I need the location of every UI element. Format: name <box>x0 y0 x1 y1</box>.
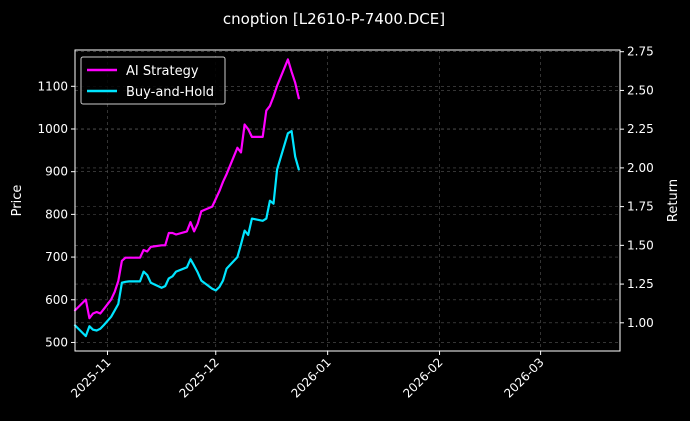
series-layer <box>73 58 300 338</box>
y-tick-label: 700 <box>45 250 68 264</box>
y-right-tick-label: 1.75 <box>627 200 654 214</box>
y-axis-right: 1.00 1.25 1.50 1.75 2.00 2.25 2.50 2.75 <box>620 45 654 330</box>
y-tick-label: 1100 <box>37 79 68 93</box>
y-axis-left: 500 600 700 800 900 1000 1100 <box>37 79 75 349</box>
legend-label-ai-strategy: AI Strategy <box>126 64 199 79</box>
y-right-tick-label: 2.00 <box>627 161 654 175</box>
x-axis: 2025-11 2025-12 2026-01 2026-02 2026-03 <box>68 351 547 401</box>
y-tick-label: 600 <box>45 293 68 307</box>
y-right-tick-label: 2.50 <box>627 83 654 97</box>
legend-box <box>80 56 226 105</box>
x-tick-label: 2026-01 <box>288 355 333 400</box>
y-right-tick-label: 2.25 <box>627 122 654 136</box>
y-tick-label: 1000 <box>37 122 68 136</box>
x-tick-label: 2025-11 <box>68 355 113 400</box>
y-axis-label: Price <box>10 185 25 217</box>
y-axis-right-label: Return <box>666 179 681 222</box>
y-tick-label: 500 <box>45 335 68 349</box>
y-tick-label: 900 <box>45 165 68 179</box>
legend-label-buy-and-hold: Buy-and-Hold <box>126 85 214 100</box>
y-right-tick-label: 1.25 <box>627 277 654 291</box>
x-tick-label: 2026-03 <box>501 355 546 400</box>
y-right-tick-label: 2.75 <box>627 45 654 59</box>
series-line-buy-and-hold <box>73 130 300 338</box>
y-right-tick-label: 1.00 <box>627 316 654 330</box>
chart-title: cnoption [L2610-P-7400.DCE] <box>223 10 445 28</box>
series-line-ai-strategy <box>73 58 300 320</box>
plot-frame <box>74 49 621 352</box>
x-tick-label: 2025-12 <box>177 355 222 400</box>
grid <box>75 50 620 351</box>
legend: AI Strategy Buy-and-Hold <box>80 56 226 105</box>
x-tick-label: 2026-02 <box>400 355 445 400</box>
y-right-tick-label: 1.50 <box>627 238 654 252</box>
y-tick-label: 800 <box>45 207 68 221</box>
